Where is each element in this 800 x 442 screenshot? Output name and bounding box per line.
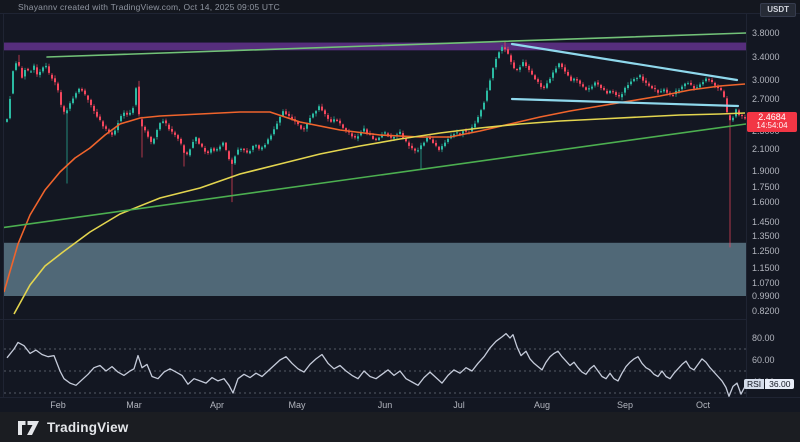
tradingview-footer: TradingView bbox=[0, 412, 800, 442]
time-axis-label[interactable]: May bbox=[288, 400, 306, 410]
price-axis-label: 1.9000 bbox=[752, 166, 780, 176]
chart-attribution-text: Shayannv created with TradingView.com, O… bbox=[18, 2, 280, 12]
quote-currency-badge: USDT bbox=[760, 3, 796, 17]
support-zone bbox=[4, 242, 746, 296]
tradingview-wordmark[interactable]: TradingView bbox=[47, 419, 129, 435]
price-axis-label: 1.3500 bbox=[752, 231, 780, 241]
price-axis-label: 1.7500 bbox=[752, 182, 780, 192]
rsi-axis-label: 80.00 bbox=[752, 333, 775, 343]
price-axis-label: 3.8000 bbox=[752, 28, 780, 38]
ma-fast-orange bbox=[4, 83, 746, 293]
price-axis-label: 0.9900 bbox=[752, 291, 780, 301]
price-axis-label: 2.1000 bbox=[752, 144, 780, 154]
upper-channel-line[interactable] bbox=[46, 32, 746, 58]
tradingview-logo-icon[interactable] bbox=[17, 419, 40, 435]
price-axis-label: 0.8200 bbox=[752, 306, 780, 316]
time-axis-label[interactable]: Apr bbox=[209, 400, 225, 410]
rsi-current-value: 36.00 bbox=[765, 379, 795, 389]
main-price-pane[interactable] bbox=[0, 32, 746, 315]
price-axis-label: 1.1500 bbox=[752, 263, 780, 273]
time-axis-label[interactable]: Oct bbox=[695, 400, 711, 410]
price-axis-label: 1.2500 bbox=[752, 246, 780, 256]
time-axis-label[interactable]: Jul bbox=[453, 400, 465, 410]
rsi-indicator-name: RSI bbox=[744, 379, 765, 389]
last-price-label: 2.4684 14:54:04 bbox=[747, 112, 797, 132]
price-axis-label: 3.4000 bbox=[752, 52, 780, 62]
horizontal-support[interactable] bbox=[510, 97, 740, 108]
price-axis-label: 2.7000 bbox=[752, 94, 780, 104]
descending-resistance[interactable] bbox=[510, 42, 739, 82]
rsi-axis-label: 60.00 bbox=[752, 355, 775, 365]
time-axis-label[interactable]: Sep bbox=[616, 400, 634, 410]
rsi-line bbox=[6, 332, 746, 397]
rsi-value-label: RSI 36.00 bbox=[744, 379, 795, 389]
price-axis-label: 3.0000 bbox=[752, 75, 780, 85]
chart-header: Shayannv created with TradingView.com, O… bbox=[0, 0, 800, 13]
bar-countdown: 14:54:04 bbox=[756, 120, 788, 130]
time-axis-label[interactable]: Aug bbox=[533, 400, 551, 410]
price-axis-label: 1.0700 bbox=[752, 278, 780, 288]
time-axis-label[interactable]: Jun bbox=[377, 400, 393, 410]
time-axis-label[interactable]: Feb bbox=[50, 400, 66, 410]
rsi-pane[interactable] bbox=[4, 332, 746, 397]
lower-channel-line[interactable] bbox=[0, 123, 746, 229]
price-axis-label: 1.4500 bbox=[752, 217, 780, 227]
ma-slow-yellow bbox=[13, 112, 746, 315]
time-axis-label[interactable]: Mar bbox=[126, 400, 142, 410]
price-axis-label: 1.6000 bbox=[752, 197, 780, 207]
last-price-value: 2.4684 bbox=[758, 112, 786, 122]
